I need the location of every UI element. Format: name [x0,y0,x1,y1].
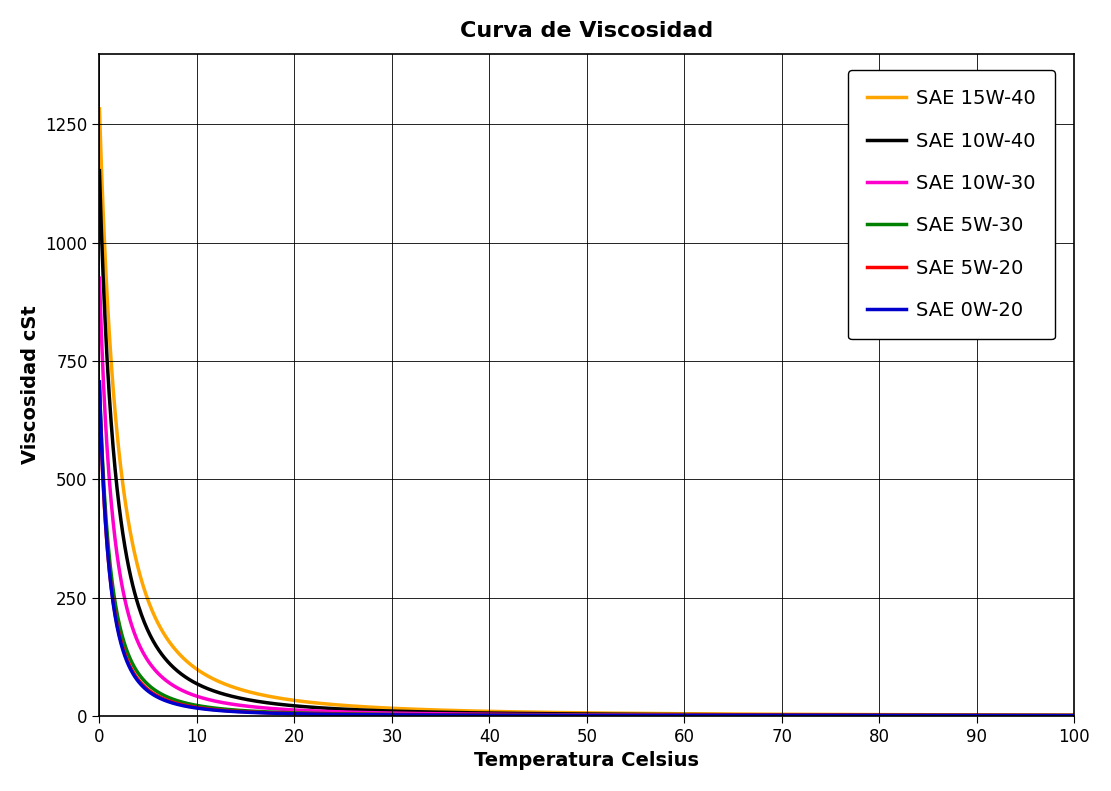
Line: SAE 10W-30: SAE 10W-30 [100,278,1074,716]
SAE 10W-30 [192,692,206,702]
SAE 0W-20 [522,710,536,720]
SAE 5W-30 [1068,711,1081,721]
SAE 5W-30 [871,711,884,721]
SAE 10W-40 [93,166,107,176]
SAE 5W-20 [93,388,107,397]
SAE 5W-20 [522,710,536,720]
SAE 10W-40 [522,709,536,718]
SAE 10W-30 [93,274,107,283]
Line: SAE 15W-40: SAE 15W-40 [100,109,1074,715]
SAE 5W-30 [762,711,775,721]
SAE 10W-40 [192,680,206,690]
Legend: SAE 15W-40, SAE 10W-40, SAE 10W-30, SAE 5W-30, SAE 5W-20, SAE 0W-20: SAE 15W-40, SAE 10W-40, SAE 10W-30, SAE … [848,70,1054,339]
SAE 10W-40 [487,709,500,718]
SAE 5W-30 [192,701,206,710]
SAE 15W-40 [192,666,206,676]
SAE 5W-30 [853,711,867,721]
SAE 0W-20 [192,704,206,713]
SAE 10W-40 [1068,710,1081,720]
SAE 5W-20 [762,711,775,721]
SAE 15W-40 [522,707,536,717]
SAE 5W-20 [487,710,500,720]
SAE 5W-30 [522,710,536,720]
X-axis label: Temperatura Celsius: Temperatura Celsius [474,751,700,770]
SAE 0W-20 [487,710,500,720]
SAE 15W-40 [762,710,775,719]
SAE 5W-30 [93,381,107,391]
SAE 15W-40 [853,710,867,719]
SAE 5W-30 [487,710,500,720]
SAE 0W-20 [871,711,884,721]
SAE 10W-30 [487,710,500,719]
Line: SAE 5W-30: SAE 5W-30 [100,386,1074,716]
Line: SAE 5W-20: SAE 5W-20 [100,392,1074,716]
SAE 15W-40 [487,706,500,716]
SAE 15W-40 [1068,710,1081,720]
SAE 5W-20 [1068,711,1081,721]
Line: SAE 0W-20: SAE 0W-20 [100,382,1074,716]
SAE 0W-20 [762,711,775,721]
SAE 5W-20 [871,711,884,721]
SAE 15W-40 [93,104,107,114]
SAE 0W-20 [93,377,107,387]
Y-axis label: Viscosidad cSt: Viscosidad cSt [21,305,40,464]
SAE 10W-30 [1068,711,1081,721]
SAE 10W-40 [853,710,867,720]
SAE 10W-30 [522,710,536,719]
SAE 0W-20 [1068,711,1081,721]
SAE 10W-30 [853,710,867,720]
Line: SAE 10W-40: SAE 10W-40 [100,171,1074,715]
SAE 10W-30 [762,710,775,720]
SAE 10W-40 [871,710,884,720]
SAE 0W-20 [853,711,867,721]
SAE 10W-30 [871,710,884,720]
SAE 10W-40 [762,710,775,720]
SAE 5W-20 [192,703,206,713]
SAE 5W-20 [853,711,867,721]
SAE 15W-40 [871,710,884,719]
Title: Curva de Viscosidad: Curva de Viscosidad [460,21,713,41]
